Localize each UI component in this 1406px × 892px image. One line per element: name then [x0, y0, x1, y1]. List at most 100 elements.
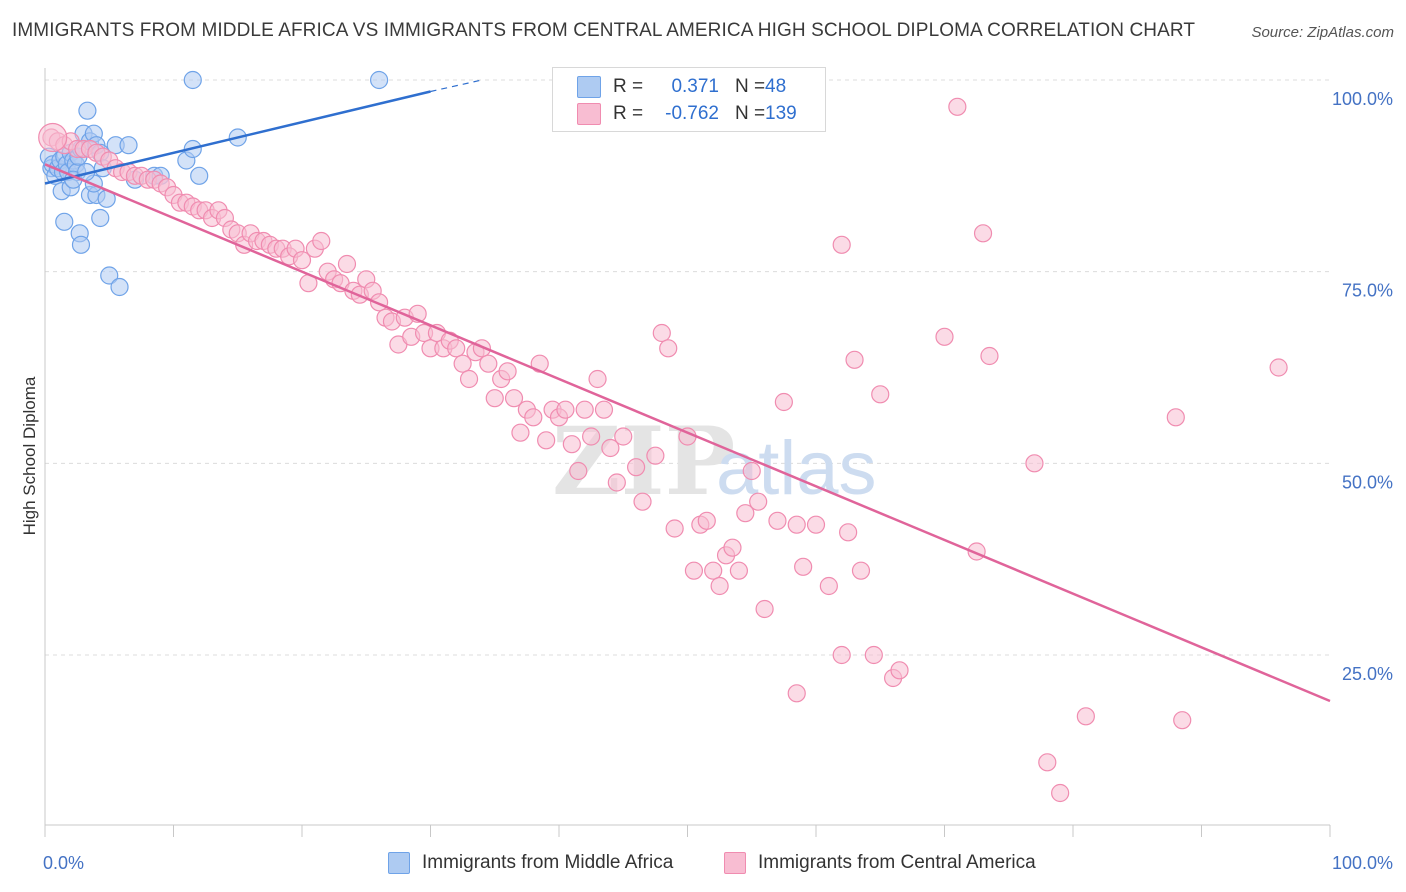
point-central-america [871, 385, 890, 404]
point-central-america [575, 400, 594, 419]
point-central-america [1269, 358, 1288, 377]
series-label: Immigrants from Middle Africa [422, 852, 674, 873]
series-label: Immigrants from Central America [758, 852, 1036, 873]
point-central-america [582, 427, 601, 446]
point-central-america [569, 461, 588, 481]
point-central-america [459, 369, 479, 389]
point-central-america [774, 392, 793, 412]
trend-line-central-america [44, 163, 1331, 703]
point-middle-africa [110, 277, 129, 297]
point-central-america [292, 251, 312, 270]
legend-r-label: R = [613, 76, 644, 97]
point-central-america [659, 339, 678, 358]
point-central-america [819, 576, 838, 596]
point-central-america [453, 354, 472, 373]
point-central-america [723, 538, 742, 557]
legend-r-label: R = [613, 103, 644, 124]
point-middle-africa [55, 212, 74, 231]
point-central-america [851, 561, 871, 580]
point-central-america [948, 97, 967, 116]
point-central-america [787, 515, 806, 534]
point-central-america [498, 362, 517, 381]
chart-title: IMMIGRANTS FROM MIDDLE AFRICA VS IMMIGRA… [12, 20, 1196, 41]
point-middle-africa [370, 70, 389, 90]
y-axis-title: High School Diploma [20, 376, 39, 535]
watermark-atlas: atlas [716, 426, 877, 511]
point-central-america [665, 519, 684, 538]
source-label: Source: ZipAtlas.com [1251, 24, 1394, 41]
point-central-america [736, 504, 755, 523]
correlation-legend: R = 0.371 N = 48 R = -0.762 N = 139 [552, 67, 826, 132]
point-middle-africa [78, 101, 97, 120]
point-middle-africa [100, 266, 119, 285]
point-middle-africa [119, 136, 138, 155]
legend-r-value: 0.371 [671, 76, 719, 97]
point-central-america [787, 684, 806, 703]
point-central-america [337, 254, 357, 274]
y-tick-label: 25.0% [1342, 664, 1393, 684]
point-central-america [845, 350, 864, 369]
point-central-america [890, 661, 909, 680]
point-central-america [1173, 711, 1192, 730]
point-central-america [749, 492, 768, 511]
point-central-america [652, 323, 671, 343]
watermark: ZIP atlas [552, 407, 877, 517]
series-legend-middle-africa[interactable]: Immigrants from Middle Africa [388, 852, 673, 874]
point-central-america [980, 346, 999, 366]
point-central-america [1166, 408, 1185, 427]
y-tick-label: 50.0% [1342, 472, 1393, 492]
point-central-america [511, 423, 530, 442]
point-central-america [1025, 454, 1044, 473]
point-central-america [38, 122, 68, 153]
point-central-america [973, 224, 993, 243]
point-central-america [755, 599, 774, 619]
x-tick-label: 0.0% [43, 853, 84, 873]
point-central-america [504, 389, 524, 408]
x-tick-label: 100.0% [1332, 853, 1393, 873]
legend-n-value: 139 [765, 103, 797, 124]
legend-swatch-blue [577, 76, 601, 98]
point-central-america [556, 400, 575, 419]
point-central-america [447, 339, 466, 358]
axes [44, 68, 1331, 837]
point-central-america [537, 431, 556, 450]
point-central-america [562, 435, 581, 454]
legend-n-label: N = [735, 103, 766, 124]
y-tick-label: 100.0% [1332, 89, 1393, 109]
point-central-america [684, 561, 704, 580]
series-legend: Immigrants from Middle Africa Immigrants… [0, 852, 1406, 878]
point-central-america [479, 354, 498, 373]
trend-lines [44, 79, 1331, 703]
legend-n-value: 48 [765, 76, 787, 97]
point-central-america [1076, 707, 1095, 726]
point-central-america [633, 492, 652, 511]
point-central-america [614, 427, 633, 446]
point-central-america [626, 458, 646, 477]
series-swatch-pink [724, 852, 746, 874]
legend-r-value: -0.762 [665, 103, 719, 124]
point-central-america [742, 461, 761, 481]
point-central-america [710, 576, 729, 596]
trend-line-middle-africa-extension [430, 79, 483, 93]
point-central-america [832, 235, 851, 254]
point-central-america [646, 446, 665, 465]
point-middle-africa [190, 166, 209, 185]
point-central-america [768, 511, 787, 530]
y-tick-label: 75.0% [1342, 281, 1393, 301]
series-swatch-blue [388, 852, 410, 874]
point-central-america [697, 511, 716, 530]
point-central-america [601, 438, 620, 458]
point-central-america [839, 523, 858, 542]
point-central-america [594, 400, 614, 419]
point-central-america [794, 557, 813, 576]
point-central-america [524, 408, 543, 427]
point-central-america [312, 231, 331, 251]
point-central-america [704, 561, 723, 580]
series-legend-central-america[interactable]: Immigrants from Central America [724, 852, 1036, 874]
point-central-america [1051, 783, 1070, 803]
point-central-america [935, 327, 954, 346]
trend-line-middle-africa [44, 90, 431, 185]
legend-n-label: N = [735, 76, 766, 97]
tick-labels: 100.0% 75.0% 50.0% 25.0% 0.0% 100.0% [43, 89, 1393, 873]
